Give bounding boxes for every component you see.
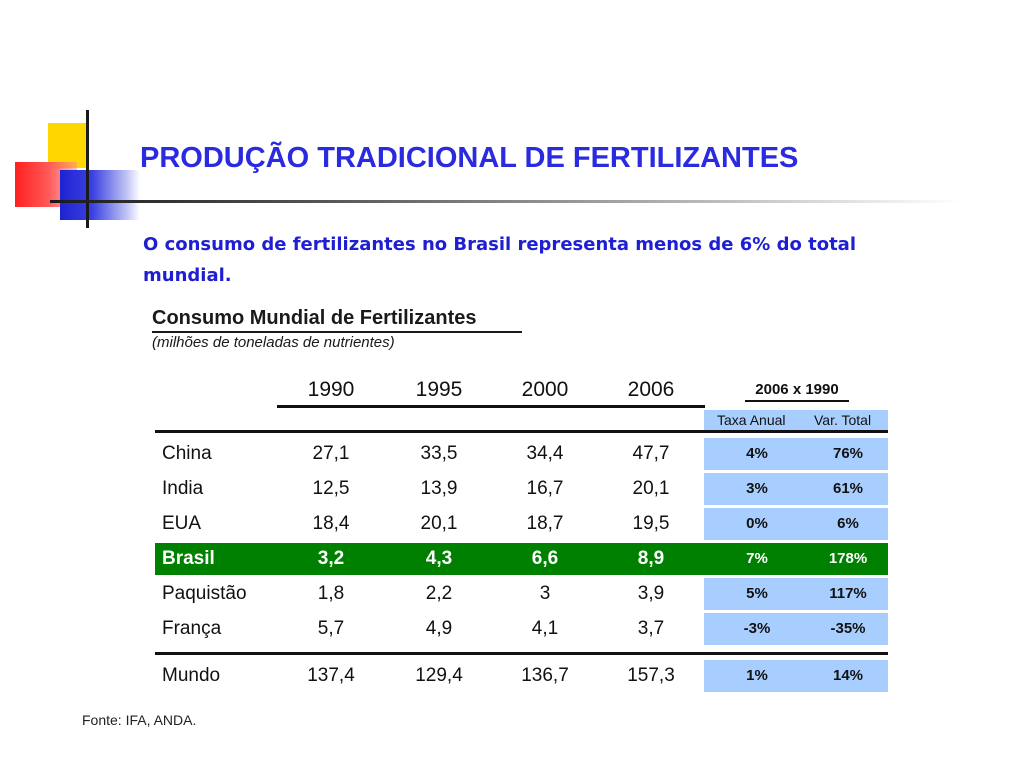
table-row: China 27,1 33,5 34,4 47,7 4% 76% [155, 438, 888, 470]
percent-background [704, 613, 888, 645]
slide-subtitle: O consumo de fertilizantes no Brasil rep… [143, 234, 856, 286]
vertical-divider [86, 110, 89, 228]
value-cell: 12,5 [312, 478, 350, 499]
var-total-cell: 14% [832, 667, 864, 684]
table-row: Paquistão 1,8 2,2 3 3,9 5% 117% [155, 578, 888, 610]
decorative-logo [0, 0, 150, 240]
blue-square-decoration [60, 170, 140, 220]
value-cell: 3,2 [317, 548, 345, 569]
percent-background [704, 578, 888, 610]
value-cell: 16,7 [526, 478, 564, 499]
taxa-anual-header: Taxa Anual [717, 412, 786, 428]
value-cell: 18,4 [312, 513, 350, 534]
value-cell: 129,4 [415, 665, 463, 686]
country-name: EUA [162, 513, 202, 534]
year-header-1990: 1990 [307, 378, 355, 401]
year-header-2000: 2000 [521, 378, 569, 401]
var-total-cell: 117% [829, 585, 867, 602]
value-cell: 137,4 [307, 665, 355, 686]
percent-background [704, 660, 888, 692]
taxa-anual-cell: 1% [746, 667, 768, 684]
var-total-cell: 6% [837, 515, 859, 532]
var-total-cell: 61% [832, 480, 864, 497]
country-name: India [162, 478, 204, 499]
percent-background [704, 473, 888, 505]
value-cell: 34,4 [526, 443, 564, 464]
table-top-rule [155, 430, 888, 433]
taxa-anual-cell: 0% [746, 515, 768, 532]
value-cell: 5,7 [317, 618, 345, 639]
value-cell: 47,7 [632, 443, 670, 464]
value-cell: 4,9 [425, 618, 453, 639]
taxa-anual-cell: 4% [746, 445, 768, 462]
var-total-cell: 76% [832, 445, 864, 462]
table-unit: (milhões de toneladas de nutrientes) [152, 334, 395, 351]
value-cell: 18,7 [526, 513, 564, 534]
percent-background [704, 438, 888, 470]
value-cell: 20,1 [420, 513, 458, 534]
yellow-square-decoration [48, 123, 88, 168]
value-cell: 4,1 [531, 618, 559, 639]
value-cell: 8,9 [637, 548, 665, 569]
country-name: França [162, 618, 222, 639]
value-cell: 20,1 [632, 478, 670, 499]
value-cell: 1,8 [317, 583, 345, 604]
table-row-highlighted: Brasil 3,2 4,3 6,6 8,9 7% 178% [155, 543, 888, 575]
source-note: Fonte: IFA, ANDA. [82, 712, 197, 728]
table-row-total: Mundo 137,4 129,4 136,7 157,3 1% 14% [155, 660, 888, 692]
taxa-anual-cell: 5% [746, 585, 768, 602]
comparison-header-underline [745, 400, 849, 402]
table-row: India 12,5 13,9 16,7 20,1 3% 61% [155, 473, 888, 505]
table-row: EUA 18,4 20,1 18,7 19,5 0% 6% [155, 508, 888, 540]
year-header-1995: 1995 [415, 378, 463, 401]
taxa-anual-cell: 7% [746, 550, 768, 567]
var-total-header: Var. Total [814, 412, 872, 428]
country-name: China [162, 443, 212, 464]
slide-title: PRODUÇÃO TRADICIONAL DE FERTILIZANTES [140, 142, 799, 174]
taxa-anual-cell: -3% [743, 620, 771, 637]
year-header-rule [277, 405, 705, 408]
table-row: França 5,7 4,9 4,1 3,7 -3% -35% [155, 613, 888, 645]
total-row-rule [155, 652, 888, 655]
var-total-cell: 178% [828, 550, 868, 567]
comparison-subheader-background [704, 410, 888, 432]
value-cell: 3 [539, 583, 551, 604]
country-name: Paquistão [162, 583, 247, 604]
value-cell: 13,9 [420, 478, 458, 499]
var-total-cell: -35% [830, 620, 866, 637]
percent-background [704, 508, 888, 540]
value-cell: 33,5 [420, 443, 458, 464]
percent-background [704, 543, 888, 575]
value-cell: 3,7 [637, 618, 665, 639]
year-header-2006: 2006 [627, 378, 675, 401]
country-name: Mundo [162, 665, 221, 686]
value-cell: 157,3 [627, 665, 675, 686]
value-cell: 4,3 [425, 548, 453, 569]
value-cell: 19,5 [632, 513, 670, 534]
value-cell: 136,7 [521, 665, 569, 686]
title-underline-divider [50, 200, 960, 203]
taxa-anual-cell: 3% [746, 480, 768, 497]
value-cell: 6,6 [531, 548, 559, 569]
country-name: Brasil [162, 548, 215, 569]
value-cell: 2,2 [425, 583, 453, 604]
comparison-header: 2006 x 1990 [755, 381, 839, 398]
table-title-underline [152, 331, 522, 333]
value-cell: 27,1 [312, 443, 350, 464]
table-title: Consumo Mundial de Fertilizantes [152, 307, 477, 329]
value-cell: 3,9 [637, 583, 665, 604]
